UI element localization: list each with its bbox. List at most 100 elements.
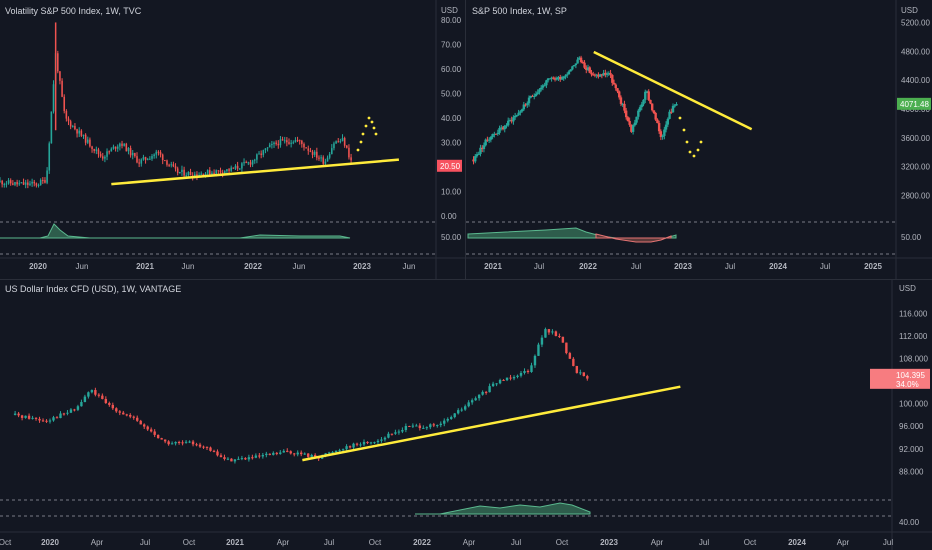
dxy-candle-body-142 bbox=[509, 377, 512, 379]
dxy-candle-body-47 bbox=[177, 442, 181, 444]
dxy-candle-body-20 bbox=[83, 396, 87, 403]
vix-candle-body-127 bbox=[271, 144, 273, 146]
dxy-candle-body-157 bbox=[561, 336, 565, 343]
vix-candle-body-112 bbox=[238, 168, 241, 170]
dxy-candle-body-10 bbox=[48, 420, 52, 422]
spx-projection-dot-0 bbox=[678, 116, 682, 120]
vix-candle-body-109 bbox=[232, 167, 235, 169]
vix-candle-body-140 bbox=[298, 140, 301, 142]
vix-x-tick-label-4: 2022 bbox=[244, 262, 262, 271]
vix-candle-body-97 bbox=[206, 170, 209, 174]
vix-candle-body-133 bbox=[283, 140, 286, 142]
dxy-x-tick-label-7: Jul bbox=[324, 538, 334, 547]
dxy-candle-body-31 bbox=[122, 412, 125, 415]
vix-candle-body-75 bbox=[159, 152, 162, 155]
dxy-candle-body-67 bbox=[247, 457, 251, 460]
spx-candle-body-99 bbox=[644, 91, 647, 100]
spx-title: S&P 500 Index, 1W, SP bbox=[472, 6, 567, 16]
spx-candle-body-6 bbox=[482, 145, 486, 149]
vix-candle-body-32 bbox=[67, 118, 70, 122]
spx-x-tick-label-1: Jul bbox=[534, 262, 544, 271]
vix-candle-body-79 bbox=[168, 164, 170, 166]
dxy-chart[interactable]: 116.000112.000108.000104.000100.00096.00… bbox=[0, 280, 932, 550]
spx-candle-body-50 bbox=[559, 77, 562, 80]
vix-candle-body-40 bbox=[84, 134, 87, 143]
spx-candle-body-12 bbox=[493, 133, 496, 135]
spx-pane[interactable]: S&P 500 Index, 1W, SP 5200.00 4800.00 4400… bbox=[466, 0, 932, 280]
dxy-candle-body-6 bbox=[34, 417, 38, 419]
dxy-candle-body-79 bbox=[289, 451, 292, 454]
vix-candle-body-88 bbox=[187, 171, 190, 176]
spx-candle-body-67 bbox=[588, 67, 591, 73]
vix-candle-body-78 bbox=[166, 160, 168, 165]
pane-divider-vertical[interactable] bbox=[465, 0, 466, 280]
dxy-x-tick-label-5: 2021 bbox=[226, 538, 244, 547]
dxy-pane[interactable]: US Dollar Index CFD (USD), 1W, VANTAGE 1… bbox=[0, 280, 932, 550]
spx-candle-body-74 bbox=[600, 74, 604, 76]
vix-x-tick-label-7: Jun bbox=[403, 262, 416, 271]
vix-candle-body-28 bbox=[59, 71, 61, 81]
dxy-x-tick-label-4: Oct bbox=[183, 538, 196, 547]
dxy-candle-body-50 bbox=[188, 441, 191, 443]
spx-candle-body-22 bbox=[510, 120, 513, 122]
spx-candle-body-52 bbox=[562, 76, 565, 79]
dxy-candle-body-105 bbox=[380, 439, 383, 441]
vix-candle-body-164 bbox=[350, 157, 352, 161]
vix-x-tick-label-1: Jun bbox=[76, 262, 89, 271]
dxy-candle-body-68 bbox=[251, 457, 254, 459]
dxy-candle-body-159 bbox=[568, 353, 572, 359]
vix-candle-body-0 bbox=[0, 180, 1, 182]
dxy-candle-body-104 bbox=[376, 440, 380, 443]
vix-candle-body-155 bbox=[331, 148, 333, 155]
vix-y-tick-label-0: 80.00 bbox=[441, 16, 462, 25]
dxy-last-price-sub: 34.0% bbox=[896, 380, 919, 389]
vix-candle-body-91 bbox=[194, 174, 196, 177]
dxy-candle-body-61 bbox=[226, 458, 230, 460]
spx-candle-body-116 bbox=[673, 105, 676, 107]
vix-candle-body-118 bbox=[251, 160, 254, 165]
dxy-osc-tick-label: 40.00 bbox=[899, 518, 920, 527]
dxy-candle-body-155 bbox=[554, 331, 558, 336]
dxy-candle-body-133 bbox=[477, 394, 481, 399]
vix-candle-body-17 bbox=[35, 183, 38, 186]
vix-chart[interactable]: 80.0070.0060.0050.0040.0030.0020.0010.00… bbox=[0, 0, 466, 280]
vix-candle-body-33 bbox=[69, 121, 72, 127]
dxy-last-price-label: 104.395 bbox=[896, 371, 925, 380]
spx-chart[interactable]: 5200.004800.004400.004000.003600.003200.… bbox=[466, 0, 932, 280]
dxy-candle-body-134 bbox=[481, 391, 484, 395]
vix-projection-dot-4 bbox=[367, 116, 371, 120]
dxy-candle-body-21 bbox=[87, 392, 90, 397]
dxy-x-tick-label-2: Apr bbox=[91, 538, 104, 547]
dxy-candle-body-84 bbox=[306, 453, 310, 457]
spx-y-tick-label-6: 2800.00 bbox=[901, 192, 930, 201]
dxy-candle-body-29 bbox=[115, 408, 118, 412]
spx-x-tick-label-7: Jul bbox=[820, 262, 830, 271]
dxy-x-tick-label-9: 2022 bbox=[413, 538, 431, 547]
pane-divider-horizontal[interactable] bbox=[0, 279, 932, 280]
vix-y-tick-label-4: 40.00 bbox=[441, 114, 462, 123]
spx-candle-body-9 bbox=[487, 139, 491, 141]
dxy-candle-body-24 bbox=[97, 394, 101, 396]
spx-candle-body-4 bbox=[479, 147, 482, 154]
spx-candle-body-68 bbox=[590, 72, 593, 75]
dxy-x-tick-label-3: Jul bbox=[140, 538, 150, 547]
dxy-candle-body-132 bbox=[474, 398, 477, 401]
spx-candle-body-33 bbox=[529, 95, 532, 98]
vix-y-tick-label-5: 30.00 bbox=[441, 139, 462, 148]
dxy-candle-body-15 bbox=[66, 412, 69, 414]
spx-candle-body-51 bbox=[560, 78, 564, 80]
vix-pane[interactable]: Volatility S&P 500 Index, 1W, TVC 80.00 7… bbox=[0, 0, 466, 280]
dxy-candle-body-92 bbox=[334, 450, 338, 453]
dxy-candle-body-83 bbox=[303, 453, 306, 455]
spx-y-tick-label-4: 3600.00 bbox=[901, 134, 930, 143]
dxy-candle-body-35 bbox=[136, 417, 139, 421]
vix-candle-body-116 bbox=[247, 162, 250, 164]
vix-candle-body-20 bbox=[42, 180, 44, 182]
spx-candle-body-109 bbox=[661, 135, 664, 138]
vix-candle-body-151 bbox=[322, 157, 325, 164]
vix-candle-body-100 bbox=[213, 172, 215, 175]
vix-candle-body-136 bbox=[290, 142, 292, 144]
spx-candle-body-91 bbox=[630, 124, 633, 132]
vix-candle-body-135 bbox=[288, 142, 290, 144]
spx-candle-body-63 bbox=[581, 61, 585, 63]
